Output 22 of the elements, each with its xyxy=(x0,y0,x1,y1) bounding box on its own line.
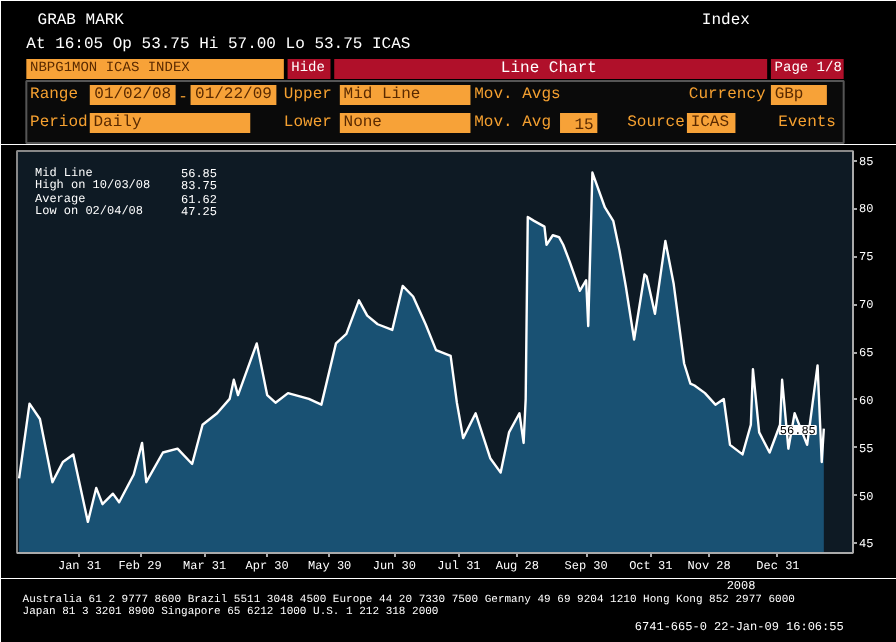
text: Range xyxy=(30,86,79,104)
text: Currency xyxy=(688,86,766,104)
text: 01/02/08 xyxy=(94,86,172,104)
text: Mov. Avgs xyxy=(474,86,561,104)
text: Events xyxy=(778,114,837,132)
text: ICAS xyxy=(690,114,730,132)
chart-subtitle: At 16:05 Op 53.75 Hi 57.00 Lo 53.75 ICAS xyxy=(26,36,411,54)
text: Index xyxy=(701,12,751,30)
text: Line Chart xyxy=(500,60,597,78)
text: Lower xyxy=(283,114,333,132)
text: 01/22/09 xyxy=(195,86,273,104)
text: Daily xyxy=(93,114,142,132)
text: Source xyxy=(627,114,686,132)
text: Period xyxy=(30,114,89,132)
text: GBp xyxy=(774,86,804,104)
text: None xyxy=(343,114,383,132)
text: Mov. Avg xyxy=(474,114,552,132)
chart-title: GRAB MARK xyxy=(37,12,125,30)
text: - xyxy=(178,89,188,107)
text: Upper xyxy=(283,86,333,104)
text: 15 xyxy=(574,117,595,135)
text: Mid Line xyxy=(343,86,421,104)
